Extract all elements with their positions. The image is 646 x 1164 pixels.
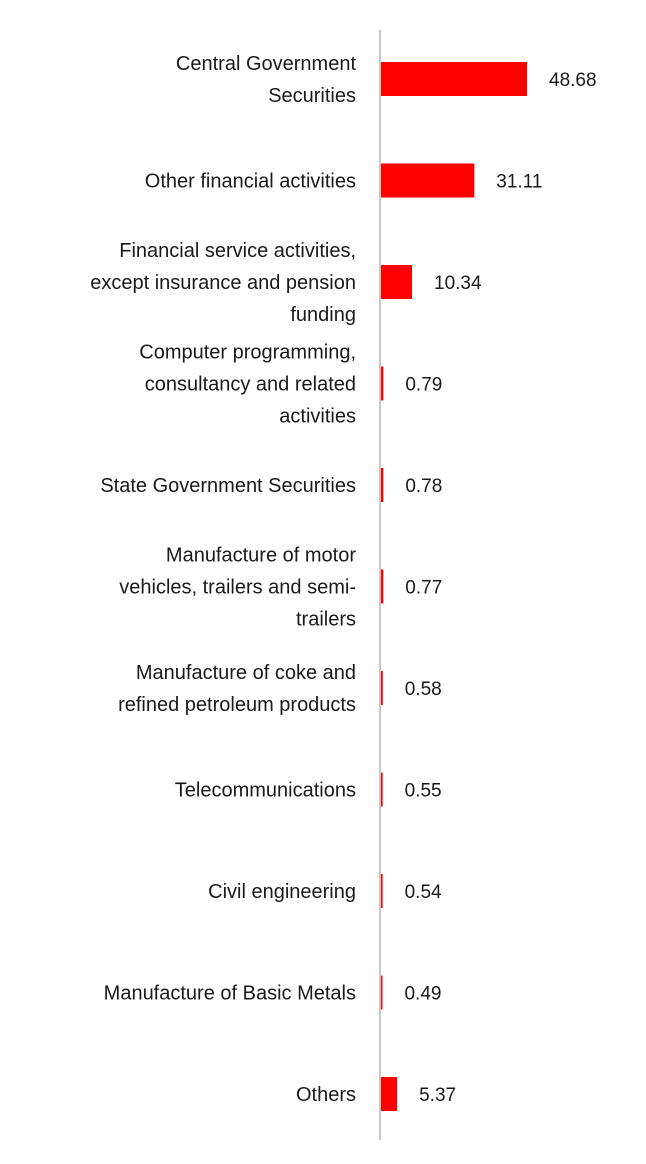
bar-3 [381,366,384,401]
category-label-7: Telecommunications [175,780,356,802]
value-label-2: 10.34 [434,273,482,294]
bar-10 [381,1077,398,1111]
category-label-0-line-0: Central Government [176,53,357,75]
value-label-10: 5.37 [419,1085,456,1106]
value-label-7: 0.55 [405,781,442,802]
bar-0 [381,62,527,96]
bar-8 [381,874,383,908]
category-label-0: Central Government Securities [176,53,357,107]
category-label-6: Manufacture of coke and refined petroleum… [118,662,356,716]
category-label-8: Civil engineering [208,881,356,903]
category-label-5: Manufacture of motor vehicles, trailers a… [119,545,356,631]
category-label-1-line-0: Other financial activities [145,171,356,193]
category-label-2-line-0: Financial service activities, [119,240,356,262]
category-label-5-line-1: vehicles, trailers and semi- [119,577,356,599]
bar-9 [381,975,383,1010]
category-label-6-line-0: Manufacture of coke and [136,662,356,684]
bar-1 [381,163,475,198]
bar-4 [381,468,384,502]
category-label-3-line-0: Computer programming, [139,342,356,364]
bar-2 [381,265,413,299]
category-labels-group: Central Government Securities Other financ… [90,53,356,1106]
category-label-3: Computer programming, consultancy and rel… [139,342,356,428]
category-label-6-line-1: refined petroleum products [118,694,356,716]
category-label-4: State Government Securities [100,475,356,497]
category-label-2-line-2: funding [290,304,356,326]
category-label-4-line-0: State Government Securities [100,475,356,497]
category-label-5-line-2: trailers [296,609,356,631]
value-label-0: 48.68 [549,70,597,91]
value-label-1: 31.11 [496,172,542,193]
category-label-10-line-0: Others [296,1084,356,1106]
category-label-3-line-2: activities [279,406,356,428]
bar-7 [381,772,383,807]
value-label-4: 0.78 [405,476,442,497]
category-label-7-line-0: Telecommunications [175,780,356,802]
value-label-8: 0.54 [405,882,442,903]
category-label-8-line-0: Civil engineering [208,881,356,903]
category-label-2-line-1: except insurance and pension [90,272,356,294]
value-label-9: 0.49 [404,984,441,1005]
category-label-2: Financial service activities, except insu… [90,240,356,326]
category-label-5-line-0: Manufacture of motor [166,545,356,567]
category-label-1: Other financial activities [145,171,356,193]
category-label-9-line-0: Manufacture of Basic Metals [104,983,356,1005]
category-label-9: Manufacture of Basic Metals [104,983,356,1005]
value-label-3: 0.79 [405,375,442,396]
bars-group [381,62,527,1111]
value-label-6: 0.58 [405,679,442,700]
bar-6 [381,671,383,705]
category-label-10: Others [296,1084,356,1106]
value-labels-group: 48.68 31.11 10.34 0.79 0.78 0.77 0.58 0.55 0.54 0… [404,70,596,1106]
bar-5 [381,569,384,604]
category-label-3-line-1: consultancy and related [145,374,356,396]
value-label-5: 0.77 [405,578,442,599]
category-label-0-line-1: Securities [268,85,356,107]
